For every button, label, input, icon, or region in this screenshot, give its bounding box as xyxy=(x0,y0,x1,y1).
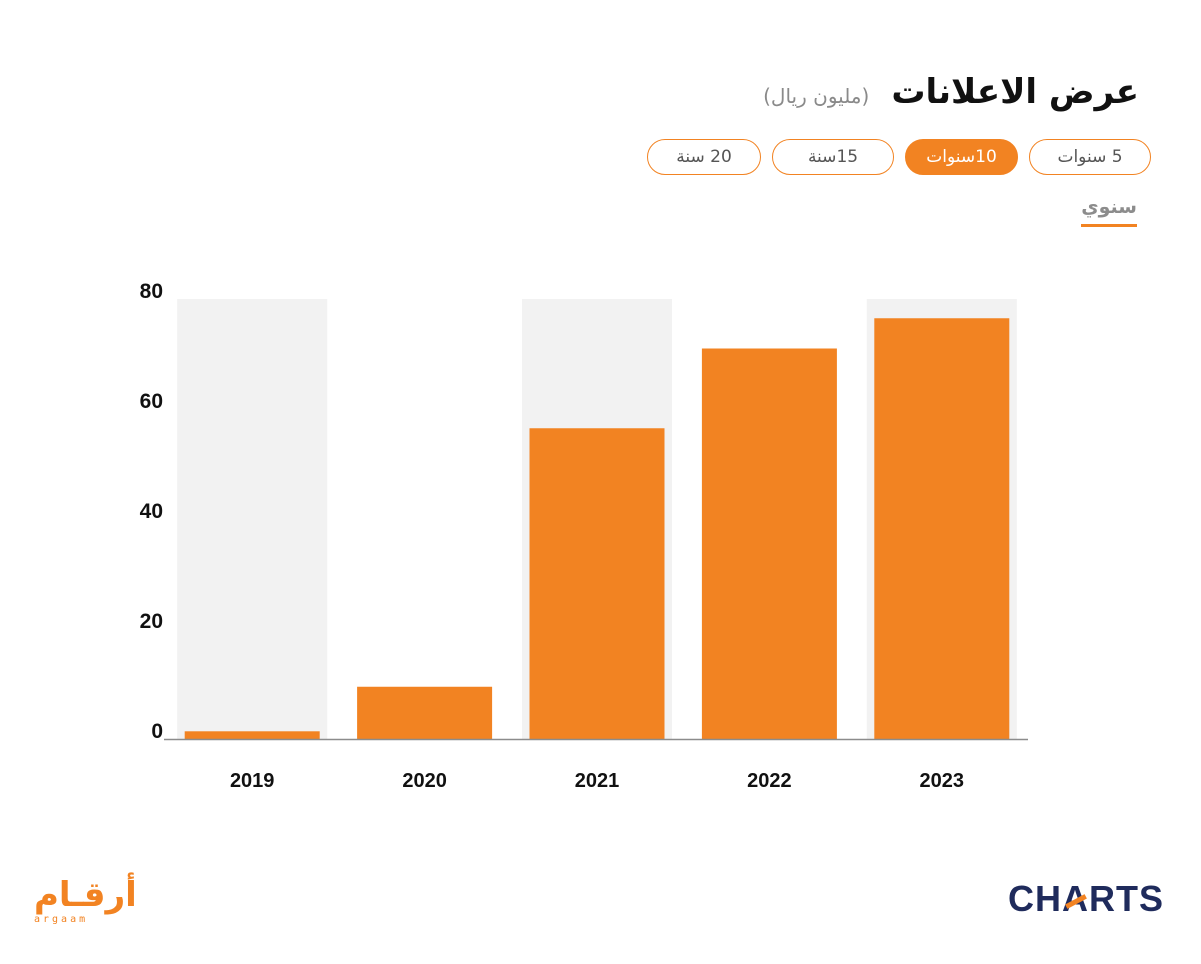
x-tick-label-2019: 2019 xyxy=(230,770,275,792)
y-tick-label-20: 20 xyxy=(140,610,163,633)
bar-2019 xyxy=(184,731,320,739)
y-tick-label-80: 80 xyxy=(140,280,163,303)
tab-10-years[interactable]: 10سنوات xyxy=(905,139,1018,175)
x-tick-label-2020: 2020 xyxy=(402,770,447,792)
argaam-logo-arabic: أرقـام xyxy=(34,875,137,915)
bar-2021 xyxy=(529,428,665,739)
band-2019 xyxy=(177,299,328,739)
y-tick-label-40: 40 xyxy=(140,500,163,523)
tab-5-years[interactable]: 5 سنوات xyxy=(1029,139,1151,175)
period-tabs: 5 سنوات 10سنوات 15سنة 20 سنة xyxy=(647,139,1151,175)
page-title: عرض الاعلانات xyxy=(891,72,1139,112)
tab-annual[interactable]: سنوي xyxy=(1081,196,1137,227)
charts-logo-text: CHARTS xyxy=(1008,878,1164,919)
bar-2020 xyxy=(357,686,493,739)
x-tick-label-2023: 2023 xyxy=(920,770,965,792)
y-tick-label-0: 0 xyxy=(151,720,163,743)
charts-logo: CHARTS xyxy=(1008,878,1164,920)
x-tick-label-2021: 2021 xyxy=(575,770,620,792)
bar-2023 xyxy=(874,318,1010,739)
tab-15-years[interactable]: 15سنة xyxy=(772,139,894,175)
x-tick-label-2022: 2022 xyxy=(747,770,792,792)
argaam-logo: أرقـام argaam xyxy=(34,875,144,928)
tab-20-years[interactable]: 20 سنة xyxy=(647,139,761,175)
argaam-logo-latin: argaam xyxy=(34,914,89,925)
unit-label: (مليون ريال) xyxy=(763,84,870,108)
y-tick-label-60: 60 xyxy=(140,390,163,413)
title-row: عرض الاعلانات (مليون ريال) xyxy=(763,72,1139,112)
bar-2022 xyxy=(701,348,837,739)
